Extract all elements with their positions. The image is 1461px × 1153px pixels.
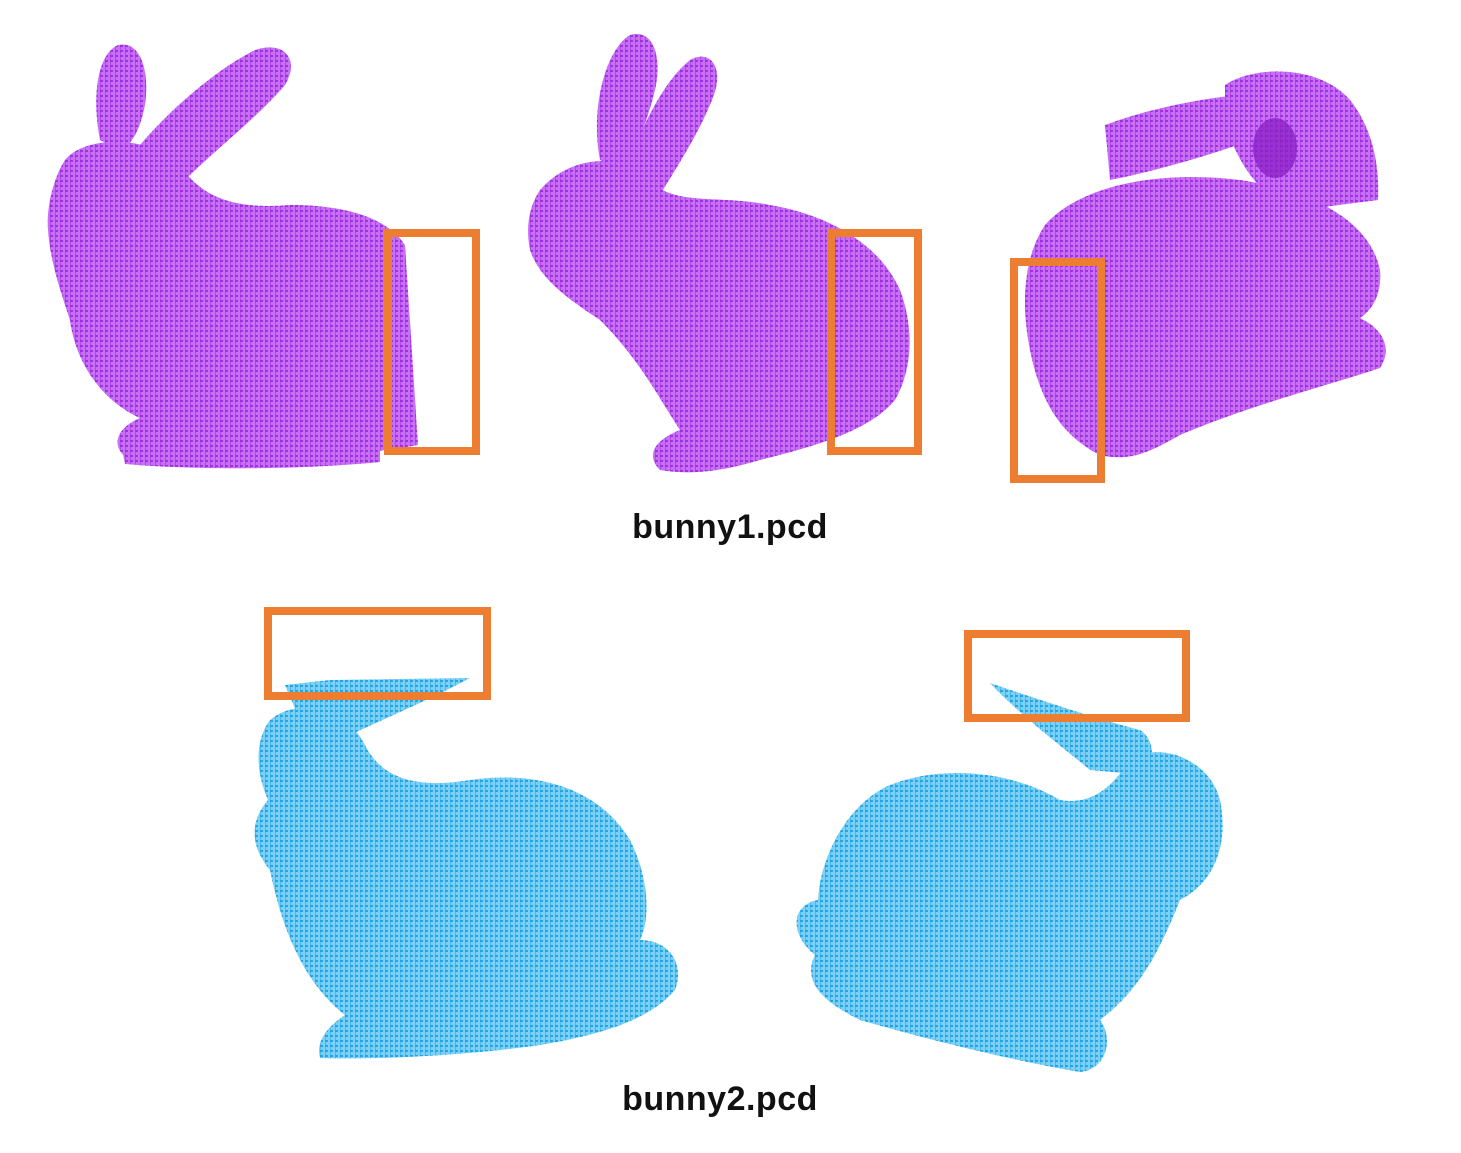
bunny1-v1-ear-back bbox=[96, 44, 146, 150]
bunny2-v2-body bbox=[797, 752, 1223, 1072]
bunny1-view-three-quarter bbox=[528, 34, 910, 472]
bunny2-view-left bbox=[255, 678, 678, 1058]
caption-bunny1: bunny1.pcd bbox=[580, 508, 880, 547]
bunny1-v3-body bbox=[1025, 177, 1386, 457]
bunny1-view-left bbox=[48, 44, 418, 468]
bunny1-v3-eye-hole bbox=[1253, 118, 1297, 178]
bunny1-v1-base bbox=[120, 432, 380, 469]
caption-bunny2: bunny2.pcd bbox=[570, 1080, 870, 1119]
bunny2-v1-body bbox=[255, 708, 678, 1059]
highlight-box-bunny2-view2 bbox=[968, 634, 1186, 718]
bunny2-view-right bbox=[797, 683, 1223, 1072]
bunny1-v1-body bbox=[48, 142, 418, 461]
bunny1-v2-body bbox=[528, 161, 910, 472]
bunny2-v2-ear bbox=[990, 683, 1152, 775]
